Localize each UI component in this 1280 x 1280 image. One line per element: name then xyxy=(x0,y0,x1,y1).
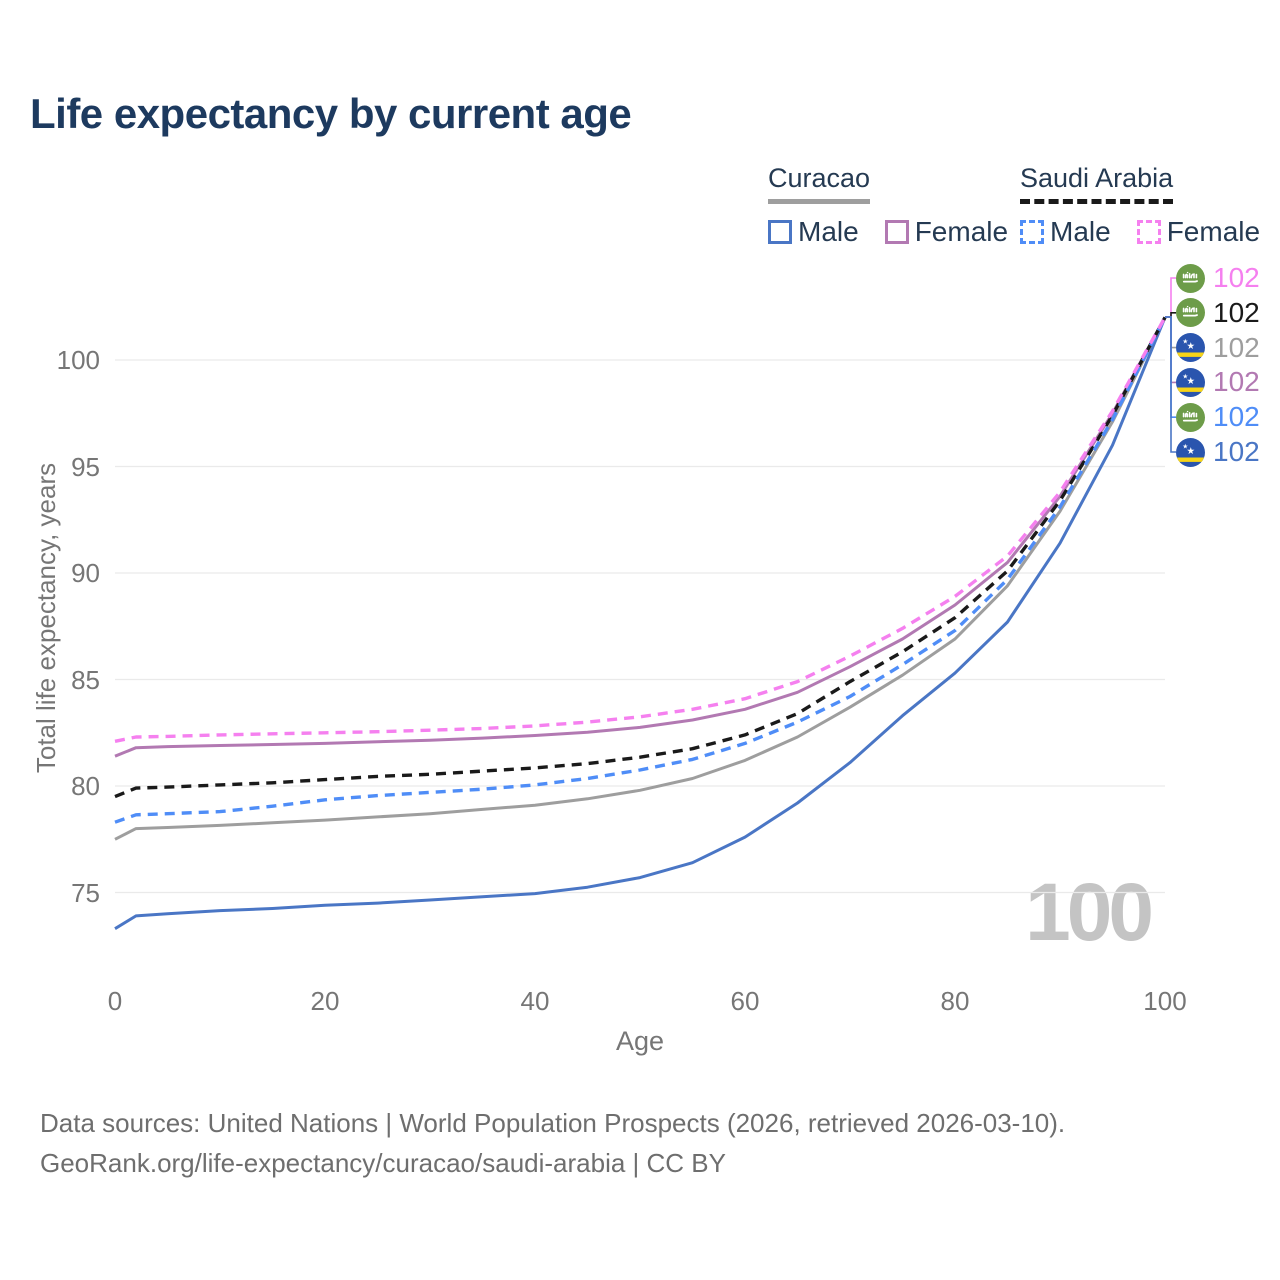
end-label-value: 102 xyxy=(1213,296,1260,328)
footer-attribution: GeoRank.org/life-expectancy/curacao/saud… xyxy=(40,1148,726,1178)
end-label-value: 102 xyxy=(1213,401,1260,433)
curacao-flag-icon: ★★ xyxy=(1176,437,1205,467)
y-tick-80: 80 xyxy=(71,771,100,801)
end-label-saudi-arabia-0: 102 xyxy=(1176,261,1260,295)
svg-text:★: ★ xyxy=(1182,372,1188,380)
end-label-saudi-arabia-1: 102 xyxy=(1176,296,1260,330)
svg-text:★: ★ xyxy=(1187,376,1196,387)
curacao-flag-icon: ★★ xyxy=(1176,367,1205,397)
leader-line-5 xyxy=(1165,316,1176,453)
saudi-arabia-flag-icon xyxy=(1176,263,1205,293)
series-line-saudi-arabia-total xyxy=(114,316,1167,799)
x-tick-80: 80 xyxy=(940,986,970,1016)
x-tick-0: 0 xyxy=(107,986,123,1016)
saudi-arabia-flag-icon xyxy=(1176,298,1205,328)
legend-item-saudi-female[interactable]: Female xyxy=(1136,216,1261,248)
saudi-arabia-flag-icon xyxy=(1176,402,1205,432)
y-tick-100: 100 xyxy=(56,345,100,375)
svg-text:★: ★ xyxy=(1182,337,1188,345)
end-label-curacao-2: ★ ★ 102 xyxy=(1176,331,1260,365)
svg-text:★: ★ xyxy=(1182,442,1188,450)
y-tick-90: 90 xyxy=(71,558,100,588)
series-line-saudi-arabia-female xyxy=(114,316,1167,743)
legend-title-curacao: Curacao xyxy=(768,163,871,204)
curacao-male-swatch-icon xyxy=(768,220,792,244)
end-label-value: 102 xyxy=(1213,262,1260,293)
legend-label: Male xyxy=(1050,216,1111,247)
svg-text:★: ★ xyxy=(1187,446,1196,457)
legend-item-curacao-female[interactable]: Female xyxy=(884,216,1009,248)
x-tick-40: 40 xyxy=(520,986,550,1016)
legend-item-saudi-male[interactable]: Male xyxy=(1020,216,1111,248)
curacao-flag-icon: ★★ xyxy=(1176,333,1205,363)
end-label-value: 102 xyxy=(1213,366,1260,398)
y-tick-85: 85 xyxy=(71,664,100,695)
y-tick-75: 75 xyxy=(71,877,100,908)
legend-label: Male xyxy=(798,216,859,247)
x-tick-100: 100 xyxy=(1143,986,1187,1016)
legend-title-saudi-arabia: Saudi Arabia xyxy=(1020,163,1174,204)
x-tick-20: 20 xyxy=(310,986,340,1016)
leader-line-0 xyxy=(1165,277,1176,318)
legend-group-saudi-arabia: Saudi Arabia Male Female xyxy=(1020,163,1260,248)
end-label-saudi-arabia-4: 102 xyxy=(1176,400,1260,434)
series-line-curacao-total xyxy=(114,316,1167,841)
legend-label: Female xyxy=(1166,216,1261,247)
end-label-curacao-3: ★ ★ 102 xyxy=(1176,365,1260,399)
series-line-curacao-male xyxy=(114,316,1167,930)
series-line-curacao-female xyxy=(114,316,1167,758)
end-label-curacao-5: ★ ★ 102 xyxy=(1176,435,1260,469)
x-axis-title: Age xyxy=(615,1026,665,1056)
footer-data-sources: Data sources: United Nations | World Pop… xyxy=(40,1108,1066,1138)
saudi-female-swatch-icon xyxy=(1136,220,1161,244)
end-label-value: 102 xyxy=(1213,331,1260,363)
curacao-female-swatch-icon xyxy=(884,220,909,244)
x-tick-60: 60 xyxy=(730,986,760,1016)
legend-group-curacao: Curacao Male Female xyxy=(768,163,1008,248)
y-axis-title: Total life expectancy, years xyxy=(31,462,61,774)
y-tick-95: 95 xyxy=(71,451,100,482)
age-counter-watermark: 100 xyxy=(1025,867,1154,958)
end-label-value: 102 xyxy=(1213,436,1260,467)
svg-text:★: ★ xyxy=(1187,341,1196,352)
page-title: Life expectancy by current age xyxy=(30,90,632,137)
series-line-saudi-arabia-male xyxy=(114,316,1167,824)
legend-label: Female xyxy=(914,216,1009,247)
saudi-male-swatch-icon xyxy=(1020,220,1044,244)
legend-item-curacao-male[interactable]: Male xyxy=(768,216,859,248)
